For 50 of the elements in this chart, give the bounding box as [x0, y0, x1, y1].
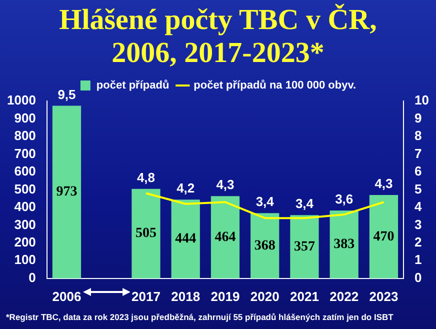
- data-label: 4,3: [216, 177, 234, 192]
- legend-label: počet případů na 100 000 obyv.: [194, 80, 356, 92]
- y2-tick-label: 8: [414, 128, 422, 144]
- y2-tick-label: 3: [414, 216, 422, 232]
- data-label: 383: [334, 237, 355, 252]
- y-tick-label: 700: [14, 146, 36, 161]
- y2-tick-label: 6: [414, 164, 422, 179]
- y2-tick-label: 5: [414, 181, 422, 196]
- y2-tick-label: 10: [414, 92, 430, 108]
- y2-tick-label: 7: [414, 146, 422, 161]
- y-tick-label: 100: [14, 252, 36, 268]
- y-tick-label: 1000: [7, 92, 36, 108]
- y-tick-label: 900: [14, 110, 36, 126]
- data-label: 4,8: [136, 170, 156, 185]
- data-label: 357: [294, 239, 315, 254]
- legend-label: počet případů: [96, 80, 170, 92]
- x-tick-label: 2017: [132, 288, 160, 304]
- y-tick-label: 600: [14, 164, 36, 179]
- y-tick-label: 200: [14, 234, 36, 250]
- annotation: 9,5: [58, 86, 76, 102]
- text: *Registr TBC, data za rok 2023 jsou předběžná, zahrnují 55 případů hlášených zatím jen do ISBT: [6, 312, 394, 322]
- data-label: 4,3: [374, 176, 393, 192]
- x-tick-label: 2021: [290, 288, 319, 304]
- y2-tick-label: 4: [414, 199, 423, 214]
- y2-tick-label: 9: [414, 110, 422, 126]
- x-tick-label: 2023: [369, 288, 398, 304]
- x-tick-label: 2022: [330, 288, 359, 304]
- data-label: 464: [214, 230, 236, 245]
- y-tick-label: 800: [14, 128, 36, 144]
- y2-tick-label: 2: [414, 234, 422, 250]
- data-label: 505: [135, 226, 156, 242]
- y-tick-label: 500: [14, 181, 36, 196]
- data-label: 3,4: [256, 194, 275, 210]
- x-tick-label: 2018: [171, 288, 200, 304]
- y2-tick-label: 1: [414, 252, 422, 268]
- y-tick-label: 0: [28, 270, 36, 285]
- data-label: 368: [254, 238, 276, 254]
- chart-title: Hlášené počty TBC v ČR, 2006, 2017-2023*: [58, 4, 378, 70]
- data-label: 444: [175, 232, 196, 247]
- data-label: 973: [56, 184, 78, 200]
- x-tick-label: 2020: [250, 288, 280, 304]
- data-label: 470: [373, 229, 394, 244]
- y-tick-label: 300: [14, 216, 36, 232]
- data-label: 3,4: [295, 196, 314, 212]
- x-tick-label: 2006: [52, 288, 82, 304]
- y2-tick-label: 0: [414, 270, 422, 285]
- x-tick-label: 2019: [210, 288, 240, 304]
- data-label: 4,2: [176, 180, 195, 196]
- y-tick-label: 400: [14, 199, 36, 214]
- data-label: 3,6: [335, 192, 354, 207]
